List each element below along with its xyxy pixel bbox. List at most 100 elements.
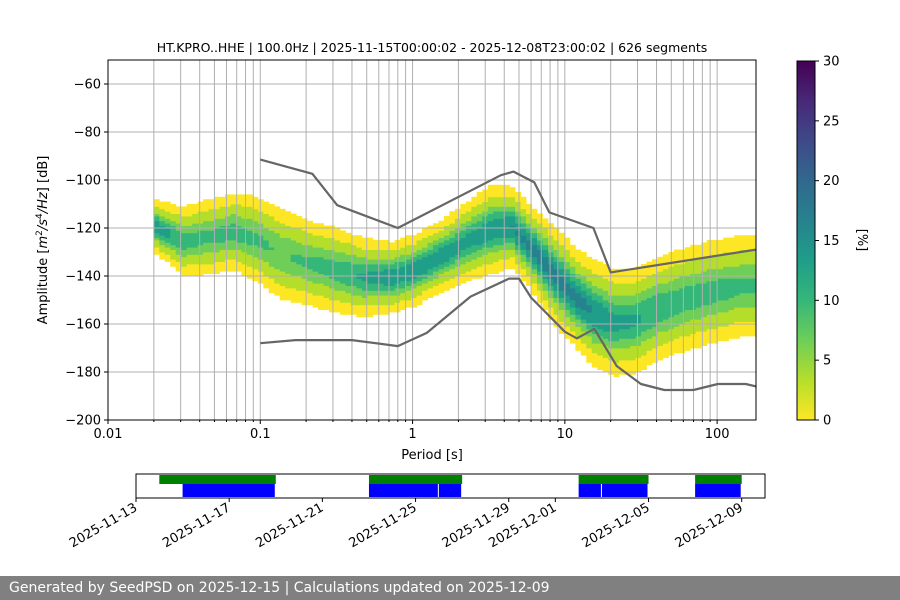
heatmap-cell bbox=[257, 278, 264, 282]
heatmap-cell bbox=[537, 280, 543, 284]
heatmap-cell bbox=[723, 304, 730, 308]
heatmap-cell bbox=[520, 266, 527, 270]
heatmap-cell bbox=[651, 326, 658, 330]
heatmap-cell bbox=[246, 247, 253, 250]
heatmap-cell bbox=[701, 316, 708, 320]
heatmap-cell bbox=[219, 259, 226, 262]
heatmap-cell bbox=[416, 264, 423, 267]
heatmap-cell bbox=[318, 240, 324, 243]
heatmap-cell bbox=[569, 324, 576, 327]
heatmap-cell bbox=[345, 290, 352, 294]
heatmap-cell bbox=[564, 276, 571, 279]
heatmap-cell bbox=[471, 201, 478, 205]
heatmap-cell bbox=[225, 240, 231, 243]
heatmap-cell bbox=[679, 285, 686, 289]
heatmap-cell bbox=[290, 230, 297, 234]
heatmap-cell bbox=[378, 307, 385, 310]
heatmap-cell bbox=[230, 199, 237, 202]
heatmap-cell bbox=[679, 304, 686, 308]
heatmap-cell bbox=[646, 326, 653, 330]
x-tick-label: 10 bbox=[557, 427, 574, 442]
heatmap-cell bbox=[635, 362, 642, 366]
heatmap-cell bbox=[750, 312, 756, 315]
heatmap-cell bbox=[712, 297, 719, 301]
heatmap-cell bbox=[684, 283, 691, 286]
heatmap-cell bbox=[635, 319, 642, 322]
heatmap-cell bbox=[646, 348, 653, 351]
heatmap-cell bbox=[241, 225, 248, 229]
heatmap-cell bbox=[723, 254, 730, 258]
heatmap-cell bbox=[712, 285, 719, 289]
heatmap-cell bbox=[569, 266, 576, 270]
heatmap-cell bbox=[613, 326, 620, 330]
heatmap-cell bbox=[203, 242, 209, 246]
heatmap-cell bbox=[673, 350, 680, 354]
heatmap-cell bbox=[307, 273, 313, 277]
heatmap-cell bbox=[641, 295, 647, 298]
heatmap-cell bbox=[673, 304, 680, 308]
heatmap-cell bbox=[734, 240, 740, 243]
heatmap-cell bbox=[662, 326, 669, 330]
heatmap-cell bbox=[547, 302, 554, 306]
heatmap-cell bbox=[564, 304, 571, 308]
heatmap-cell bbox=[723, 247, 730, 250]
heatmap-cell bbox=[537, 290, 543, 294]
heatmap-cell bbox=[285, 280, 292, 284]
heatmap-cell bbox=[635, 350, 642, 354]
heatmap-cell bbox=[389, 283, 396, 286]
heatmap-cell bbox=[290, 300, 297, 303]
heatmap-cell bbox=[734, 295, 740, 298]
heatmap-cell bbox=[301, 240, 308, 243]
heatmap-cell bbox=[591, 271, 598, 274]
heatmap-cell bbox=[558, 256, 565, 260]
heatmap-cell bbox=[717, 304, 724, 308]
heatmap-cell bbox=[580, 266, 587, 270]
heatmap-cell bbox=[498, 254, 505, 258]
heatmap-cell bbox=[296, 280, 303, 284]
heatmap-cell bbox=[526, 204, 532, 207]
heatmap-cell bbox=[427, 252, 434, 255]
heatmap-cell bbox=[389, 244, 396, 248]
heatmap-cell bbox=[465, 254, 472, 258]
heatmap-cell bbox=[471, 254, 478, 258]
heatmap-cell bbox=[547, 276, 554, 279]
heatmap-cell bbox=[597, 324, 604, 327]
heatmap-cell bbox=[443, 237, 450, 241]
heatmap-cell bbox=[186, 204, 193, 207]
heatmap-cell bbox=[257, 220, 264, 224]
heatmap-cell bbox=[312, 228, 319, 231]
x-tick-label: 0.01 bbox=[94, 427, 123, 442]
heatmap-cell bbox=[624, 312, 631, 315]
heatmap-cell bbox=[433, 276, 439, 279]
heatmap-cell bbox=[312, 244, 319, 248]
heatmap-cell bbox=[433, 223, 439, 226]
heatmap-cell bbox=[422, 230, 428, 234]
heatmap-cell bbox=[684, 343, 691, 346]
heatmap-cell bbox=[684, 314, 691, 318]
heatmap-cell bbox=[531, 278, 538, 282]
heatmap-cell bbox=[624, 316, 631, 320]
heatmap-cell bbox=[186, 264, 193, 267]
heatmap-cell bbox=[153, 223, 160, 226]
heatmap-cell bbox=[290, 290, 297, 294]
heatmap-cell bbox=[635, 345, 642, 349]
heatmap-cell bbox=[641, 360, 647, 363]
heatmap-cell bbox=[241, 201, 248, 205]
heatmap-cell bbox=[312, 264, 319, 267]
heatmap-cell bbox=[164, 244, 171, 248]
heatmap-cell bbox=[553, 292, 560, 296]
heatmap-cell bbox=[301, 256, 308, 260]
heatmap-cell bbox=[230, 213, 237, 217]
heatmap-cell bbox=[734, 316, 740, 320]
heatmap-cell bbox=[208, 213, 215, 217]
heatmap-cell bbox=[411, 264, 417, 267]
heatmap-cell bbox=[230, 254, 237, 258]
heatmap-cell bbox=[542, 264, 549, 267]
heatmap-cell bbox=[356, 266, 363, 270]
heatmap-cell bbox=[662, 302, 669, 306]
heatmap-cell bbox=[372, 268, 379, 272]
heatmap-cell bbox=[334, 247, 341, 250]
heatmap-cell bbox=[537, 252, 543, 255]
heatmap-cell bbox=[334, 244, 341, 248]
heatmap-cell bbox=[175, 220, 182, 224]
